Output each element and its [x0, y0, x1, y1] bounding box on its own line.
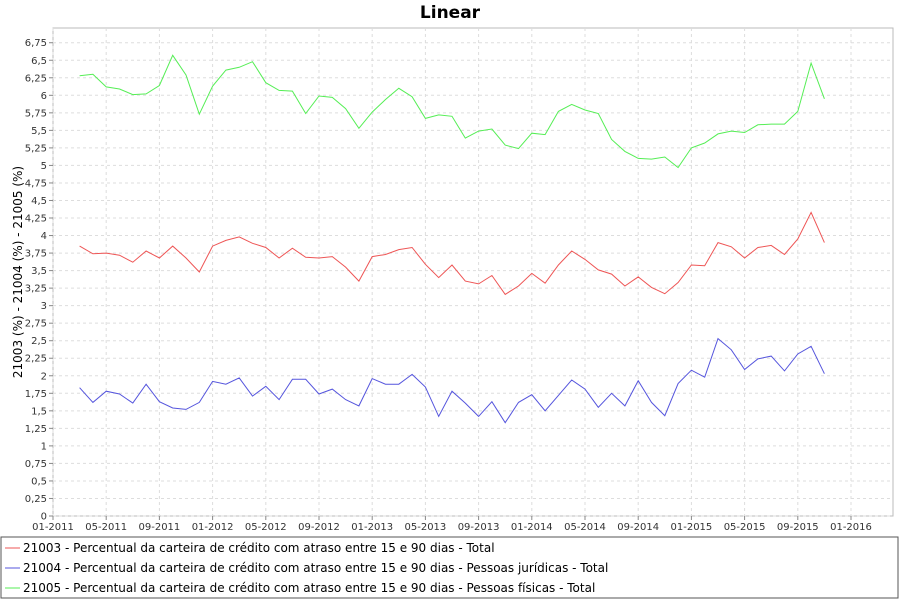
x-tick-label: 05-2013 — [405, 522, 447, 533]
x-tick-label: 09-2011 — [139, 522, 181, 533]
x-tick-label: 01-2011 — [32, 522, 74, 533]
plot-area — [52, 27, 894, 517]
y-tick-label: 5 — [41, 161, 47, 172]
chart-title: Linear — [420, 3, 481, 23]
x-tick-label: 09-2014 — [617, 522, 659, 533]
legend-label-1: 21003 - Percentual da carteira de crédit… — [23, 541, 495, 555]
y-tick-label: 0,25 — [25, 494, 47, 505]
y-tick-label: 1 — [41, 441, 47, 452]
y-tick-label: 3,75 — [25, 249, 47, 260]
y-tick-label: 2,75 — [25, 319, 47, 330]
legend: 21003 - Percentual da carteira de crédit… — [5, 541, 608, 595]
y-tick-label: 6,5 — [31, 56, 47, 67]
series-line-3 — [79, 54, 825, 169]
x-tick-label: 05-2012 — [245, 522, 287, 533]
y-tick-label: 0 — [41, 512, 47, 523]
grid-lines — [52, 28, 893, 517]
y-tick-label: 6,25 — [25, 73, 47, 84]
y-tick-label: 5,25 — [25, 143, 47, 154]
y-tick-label: 4,75 — [25, 178, 47, 189]
y-tick-label: 4,25 — [25, 214, 47, 225]
x-tick-label: 01-2014 — [511, 522, 553, 533]
x-tick-label: 01-2012 — [192, 522, 234, 533]
x-tick-label: 09-2015 — [777, 522, 819, 533]
y-tick-label: 6,75 — [25, 38, 47, 49]
y-tick-label: 0,5 — [31, 476, 47, 487]
x-tick-label: 05-2014 — [564, 522, 606, 533]
series-line-1 — [79, 211, 825, 296]
y-tick-label: 2 — [41, 371, 47, 382]
y-tick-label: 1,75 — [25, 389, 47, 400]
legend-box — [0, 536, 899, 599]
y-tick-label: 4,5 — [31, 196, 47, 207]
x-tick-label: 01-2013 — [351, 522, 393, 533]
y-tick-label: 3,25 — [25, 284, 47, 295]
y-axis-label: 21003 (%) - 21004 (%) - 21005 (%) — [11, 166, 25, 378]
x-tick-label: 09-2012 — [298, 522, 340, 533]
legend-label-3: 21005 - Percentual da carteira de crédit… — [23, 581, 595, 595]
series-line-2 — [79, 337, 825, 424]
x-tick-label: 05-2011 — [85, 522, 127, 533]
x-tick-label: 05-2015 — [724, 522, 766, 533]
x-tick-label: 09-2013 — [458, 522, 500, 533]
x-tick-label: 01-2016 — [830, 522, 872, 533]
y-tick-label: 4 — [41, 231, 47, 242]
y-tick-label: 5,5 — [31, 126, 47, 137]
y-tick-label: 1,25 — [25, 424, 47, 435]
y-tick-label: 3 — [41, 301, 47, 312]
y-tick-label: 1,5 — [31, 406, 47, 417]
legend-label-2: 21004 - Percentual da carteira de crédit… — [23, 561, 608, 575]
y-tick-label: 3,5 — [31, 266, 47, 277]
y-tick-label: 2,25 — [25, 354, 47, 365]
series-lines — [79, 54, 825, 424]
x-axis: 01-2011 05-2011 09-2011 01-2012 05-2012 09-20… — [32, 516, 872, 533]
x-tick-label: 01-2015 — [671, 522, 713, 533]
y-tick-label: 5,75 — [25, 108, 47, 119]
y-tick-label: 0,75 — [25, 459, 47, 470]
y-axis: 0 0,25 0,5 0,75 1 1,25 1,5 1,75 2 2,25 2,5 2,75 3 3,2… — [25, 38, 53, 523]
y-tick-label: 6 — [41, 91, 47, 102]
y-tick-label: 2,5 — [31, 336, 47, 347]
